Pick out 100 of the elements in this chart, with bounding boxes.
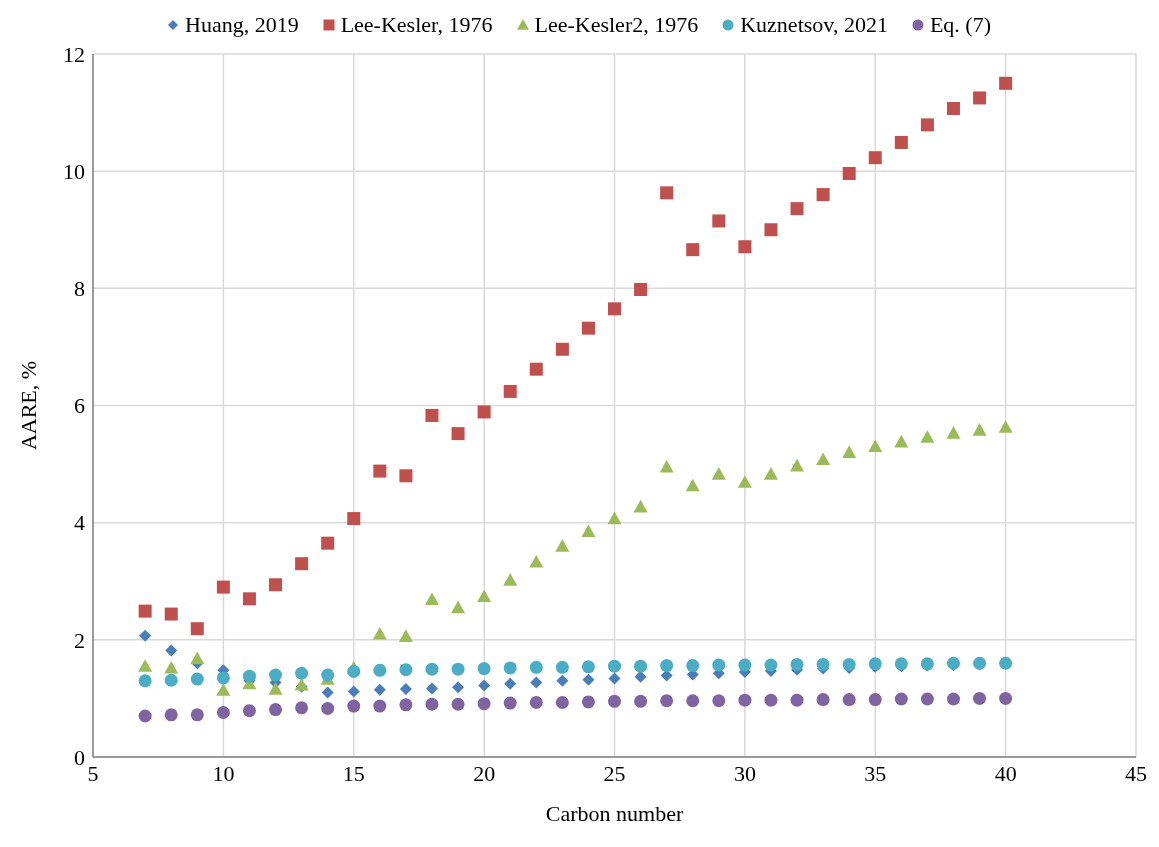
point [242,592,256,606]
point [503,573,518,586]
point [503,661,517,675]
point [738,658,752,672]
point [737,475,752,488]
point [242,669,256,683]
point [973,91,987,105]
point [530,676,543,689]
point [763,467,778,480]
point [712,694,726,708]
point [321,701,335,715]
x-axis-title: Carbon number [545,801,684,826]
point [451,662,465,676]
point [686,243,700,257]
point [686,694,700,708]
point [842,167,856,181]
point [165,644,178,657]
point [216,671,230,685]
x-tick-label: 10 [212,760,235,786]
point [269,578,283,592]
point [347,685,360,698]
point [399,698,413,712]
point [321,686,334,699]
point [139,629,152,642]
point [190,708,204,722]
y-tick-label: 4 [74,510,85,536]
point [425,662,439,676]
point [477,662,491,676]
point [816,657,830,671]
point [373,663,387,677]
point [242,704,256,718]
point [842,445,857,458]
point [216,705,230,719]
point [451,697,465,711]
point [581,524,596,538]
point [398,629,413,642]
point [295,701,309,715]
point [764,658,778,672]
point [868,439,883,453]
point [712,658,726,672]
point [764,223,778,237]
y-tick-label: 2 [74,627,85,653]
point [529,362,543,376]
point [920,118,934,132]
point [321,668,335,682]
legend-label: Kuznetsov, 2021 [740,12,888,38]
point [868,151,882,165]
point [581,695,595,709]
point [711,467,726,480]
point [216,580,230,594]
point [555,539,570,552]
point [946,426,961,439]
legend-label: Lee-Kesler, 1976 [340,12,493,38]
point [633,499,648,513]
legend-label: Huang, 2019 [185,12,299,38]
point [712,214,726,228]
point [452,681,465,694]
point [295,557,309,571]
point [269,668,283,682]
point [816,188,830,202]
point [425,697,439,711]
point [634,659,648,673]
x-tick-label: 30 [733,760,756,786]
point [868,693,882,707]
point [686,659,700,673]
point [608,694,621,708]
point [634,694,648,708]
point [555,696,569,710]
point [504,677,517,690]
point [660,659,674,673]
point [372,626,387,640]
point [790,693,804,707]
point [529,696,543,710]
point [138,674,152,688]
y-tick-label: 6 [74,393,85,419]
point [190,622,204,636]
point [608,659,621,673]
point [477,589,492,603]
point [581,321,595,335]
point [425,408,439,422]
point [399,469,413,483]
point [373,683,386,696]
point [816,693,830,707]
point [946,692,960,706]
point [842,693,856,707]
y-tick-label: 0 [74,744,85,770]
point [999,76,1013,90]
y-axis-title: AARE, % [15,360,41,451]
point [764,693,778,707]
point [477,697,491,711]
point [138,659,153,672]
point [738,693,752,707]
point [894,135,908,149]
point [216,683,231,696]
point [269,703,283,717]
point [477,405,491,419]
point [190,672,204,686]
point [555,342,569,356]
point [503,696,517,710]
y-tick-label: 10 [63,158,85,184]
